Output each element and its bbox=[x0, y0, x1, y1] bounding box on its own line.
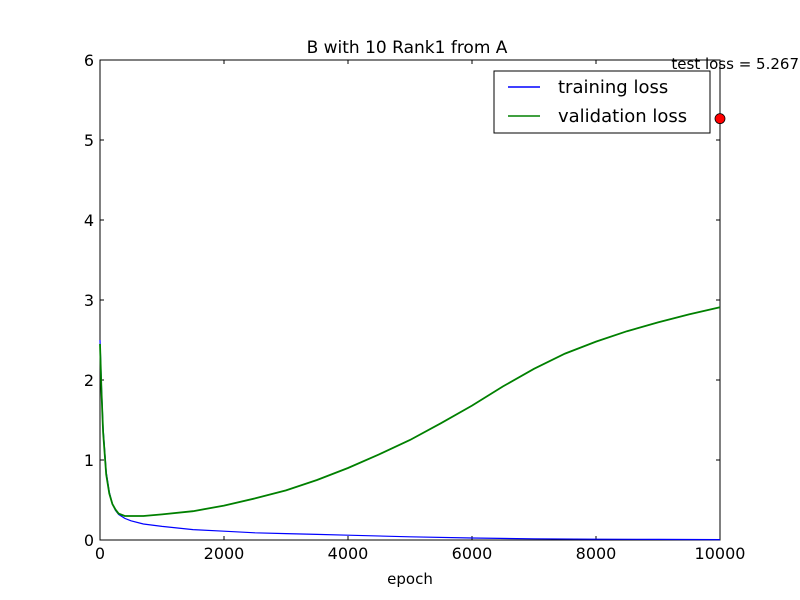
y-tick-label: 3 bbox=[84, 291, 94, 310]
x-tick-label: 4000 bbox=[328, 544, 369, 563]
validation-loss-line bbox=[99, 306, 721, 517]
y-tick-label: 0 bbox=[84, 531, 94, 550]
x-tick-label: 6000 bbox=[452, 544, 493, 563]
legend-box bbox=[493, 70, 711, 134]
plot-area bbox=[99, 59, 721, 541]
test-loss-annotation: test loss = 5.267 bbox=[671, 55, 799, 73]
test-loss-point bbox=[714, 113, 726, 125]
y-tick-label: 5 bbox=[84, 131, 94, 150]
y-tick-label: 1 bbox=[84, 451, 94, 470]
series-layer bbox=[99, 306, 721, 541]
legend: training loss validation loss bbox=[493, 70, 711, 134]
chart-title: B with 10 Rank1 from A bbox=[307, 38, 508, 58]
y-tick-label: 2 bbox=[84, 371, 94, 390]
y-axis: 0 1 2 3 4 5 6 bbox=[84, 51, 720, 550]
y-tick-label: 6 bbox=[84, 51, 94, 70]
x-tick-label: 10000 bbox=[695, 544, 746, 563]
x-tick-label: 8000 bbox=[576, 544, 617, 563]
y-tick-label: 4 bbox=[84, 211, 94, 230]
legend-label-training-loss: training loss bbox=[558, 77, 668, 98]
plot-frame bbox=[99, 59, 721, 541]
legend-label-validation-loss: validation loss bbox=[558, 106, 687, 127]
x-axis-label: epoch bbox=[387, 570, 433, 588]
annotation-layer: test loss = 5.267 bbox=[671, 55, 799, 125]
x-axis: 0 2000 4000 6000 8000 10000 bbox=[95, 60, 746, 563]
x-tick-label: 0 bbox=[95, 544, 105, 563]
x-tick-label: 2000 bbox=[204, 544, 245, 563]
